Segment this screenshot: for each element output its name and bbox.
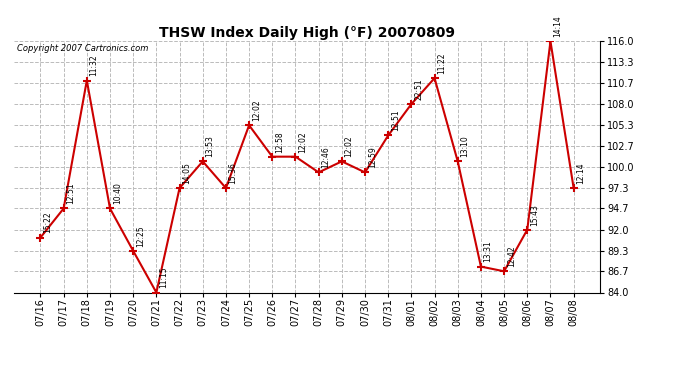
Text: 12:02: 12:02: [298, 131, 307, 153]
Text: 11:22: 11:22: [437, 53, 446, 74]
Text: 12:42: 12:42: [507, 246, 516, 267]
Text: 13:31: 13:31: [484, 241, 493, 262]
Text: 12:51: 12:51: [391, 110, 400, 131]
Text: 15:43: 15:43: [530, 204, 539, 225]
Title: THSW Index Daily High (°F) 20070809: THSW Index Daily High (°F) 20070809: [159, 26, 455, 40]
Text: 15:22: 15:22: [43, 212, 52, 233]
Text: 13:53: 13:53: [206, 135, 215, 157]
Text: 22:51: 22:51: [414, 78, 423, 100]
Text: 12:51: 12:51: [66, 183, 75, 204]
Text: 12:58: 12:58: [275, 131, 284, 153]
Text: 13:10: 13:10: [460, 135, 469, 157]
Text: 12:46: 12:46: [322, 147, 331, 168]
Text: 12:02: 12:02: [252, 99, 261, 121]
Text: 11:15: 11:15: [159, 267, 168, 288]
Text: 10:40: 10:40: [112, 183, 121, 204]
Text: Copyright 2007 Cartronics.com: Copyright 2007 Cartronics.com: [17, 44, 148, 53]
Text: 11:32: 11:32: [90, 55, 99, 76]
Text: 14:14: 14:14: [553, 15, 562, 37]
Text: 14:05: 14:05: [182, 162, 191, 184]
Text: 12:25: 12:25: [136, 225, 145, 247]
Text: 12:02: 12:02: [344, 136, 353, 157]
Text: 12:59: 12:59: [368, 147, 377, 168]
Text: 15:36: 15:36: [228, 162, 237, 184]
Text: 12:14: 12:14: [576, 162, 585, 184]
